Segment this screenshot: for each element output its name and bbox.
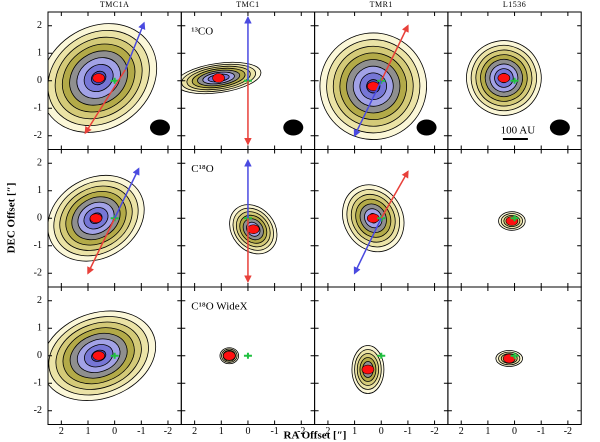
x-tick-label: 2 (459, 426, 464, 437)
contour-map (319, 24, 437, 140)
column-title: TMR1 (370, 0, 393, 9)
outflow-arrow (84, 69, 126, 135)
y-tick-label: -1 (34, 103, 42, 114)
outflow-arrow (124, 21, 146, 71)
contour-map (342, 170, 409, 275)
outflow-arrow (87, 217, 116, 275)
x-tick-label: -2 (564, 426, 572, 437)
outflow-arrow (380, 24, 409, 82)
outflow-arrow (113, 167, 140, 219)
column-title: L1536 (503, 0, 526, 9)
source (243, 352, 252, 359)
beam (549, 119, 570, 136)
contour-map (498, 211, 526, 231)
x-tick-label: 1 (85, 426, 90, 437)
x-tick-label: 1 (352, 426, 357, 437)
y-tick-label: 0 (37, 213, 42, 224)
panel-label: ¹³CO (191, 26, 213, 38)
contour-map (219, 347, 252, 365)
y-tick-label: 1 (37, 185, 42, 196)
x-tick-label: 1 (219, 426, 224, 437)
beam (149, 119, 170, 136)
outflow-arrow (353, 217, 382, 275)
y-tick-label: -1 (34, 240, 42, 251)
source (110, 352, 119, 359)
x-tick-label: -1 (270, 426, 278, 437)
source (110, 77, 119, 84)
outflow-arrow (380, 170, 409, 219)
scale-bar-label: 100 AU (501, 125, 536, 137)
source (510, 77, 519, 84)
contour-map (351, 345, 386, 394)
contour-map (48, 21, 170, 136)
y-tick-label: 2 (37, 295, 42, 306)
peak (92, 73, 105, 83)
x-tick-label: 2 (192, 426, 197, 437)
x-tick-label: 2 (325, 426, 330, 437)
y-tick-label: 0 (37, 75, 42, 86)
y-tick-label: 0 (37, 350, 42, 361)
panel-label: C¹⁸O WideX (191, 301, 247, 313)
x-axis-label: RA Offset [″] (284, 430, 347, 442)
contour-map (48, 310, 157, 401)
peak (89, 213, 103, 224)
contour-map (229, 159, 278, 283)
column-title: TMC1A (100, 0, 130, 9)
y-tick-label: -2 (34, 130, 42, 141)
y-tick-label: -2 (34, 405, 42, 416)
peak (212, 73, 225, 83)
contour-map (48, 167, 145, 275)
y-tick-label: 1 (37, 48, 42, 59)
y-tick-label: 2 (37, 20, 42, 31)
contour-map (466, 40, 570, 136)
x-tick-label: -1 (537, 426, 545, 437)
beam (416, 119, 437, 136)
peak (92, 350, 105, 361)
x-tick-label: 0 (245, 426, 250, 437)
outflow-arrow (353, 80, 382, 138)
x-tick-label: -2 (164, 426, 172, 437)
column-title: TMC1 (236, 0, 259, 9)
source (510, 215, 519, 222)
x-tick-label: -2 (430, 426, 438, 437)
peak (497, 73, 511, 83)
y-axis-label: DEC Offset [″] (6, 183, 18, 254)
y-tick-label: -2 (34, 268, 42, 279)
peak (246, 224, 260, 235)
peak (222, 350, 236, 361)
x-tick-label: -1 (404, 426, 412, 437)
x-tick-label: 1 (485, 426, 490, 437)
source (510, 352, 519, 359)
source (377, 352, 386, 359)
y-tick-label: 1 (37, 323, 42, 334)
beam (283, 119, 304, 136)
y-tick-label: -1 (34, 378, 42, 389)
x-tick-label: 0 (379, 426, 384, 437)
x-tick-label: 0 (512, 426, 517, 437)
x-tick-label: 2 (59, 426, 64, 437)
peak (361, 364, 375, 375)
x-tick-label: -2 (297, 426, 305, 437)
contour-map (495, 350, 523, 367)
x-tick-label: 0 (112, 426, 117, 437)
x-tick-label: -1 (137, 426, 145, 437)
y-tick-label: 2 (37, 158, 42, 169)
contour-map (181, 16, 304, 146)
panel-label: C¹⁸O (191, 163, 213, 175)
